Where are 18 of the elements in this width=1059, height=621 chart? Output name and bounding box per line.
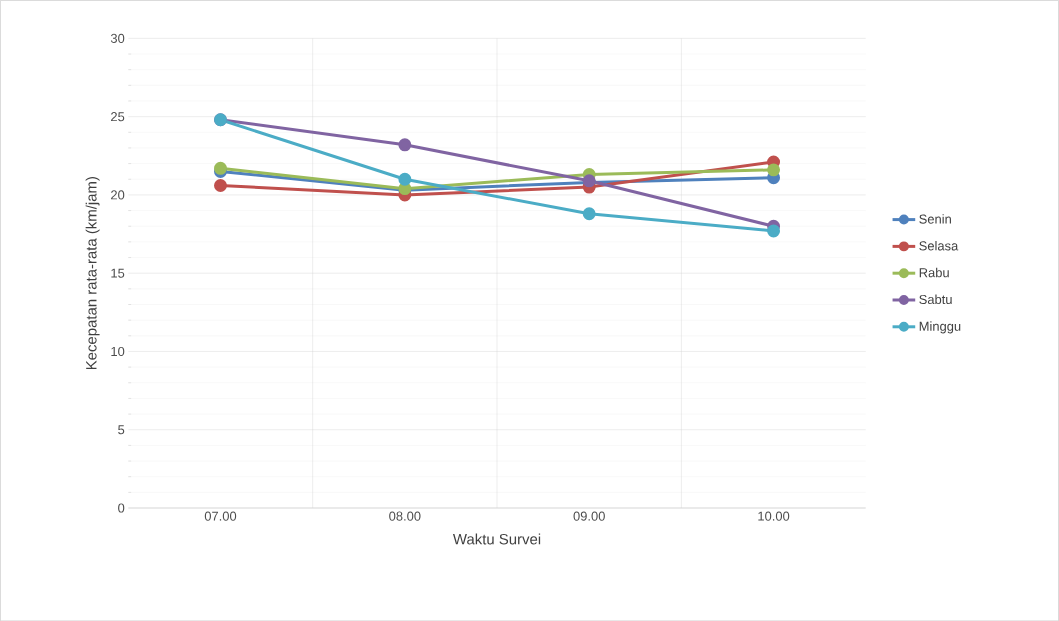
x-axis-title: Waktu Survei: [452, 533, 541, 545]
y-tick-label: 15: [111, 268, 125, 278]
y-axis-title: Kecepatan rata-rata (km/jam): [85, 176, 100, 369]
legend-label: Rabu: [919, 267, 949, 278]
y-tick-label: 10: [111, 346, 125, 356]
legend-label: Sabtu: [919, 294, 952, 304]
x-tick-label: 09.00: [573, 511, 605, 521]
legend-label: Selasa: [919, 240, 959, 251]
x-tick-label: 08.00: [389, 511, 421, 521]
x-tick-label: 07.00: [204, 511, 237, 521]
y-tick-label: 0: [118, 503, 125, 513]
y-tick-label: 25: [111, 111, 125, 122]
x-tick-label: 10.00: [758, 511, 790, 521]
y-tick-label: 20: [111, 190, 125, 200]
y-tick-label: 5: [118, 425, 125, 435]
legend-label: Minggu: [919, 321, 961, 334]
y-tick-label: 30: [110, 33, 125, 43]
legend-label: Senin: [919, 213, 951, 224]
